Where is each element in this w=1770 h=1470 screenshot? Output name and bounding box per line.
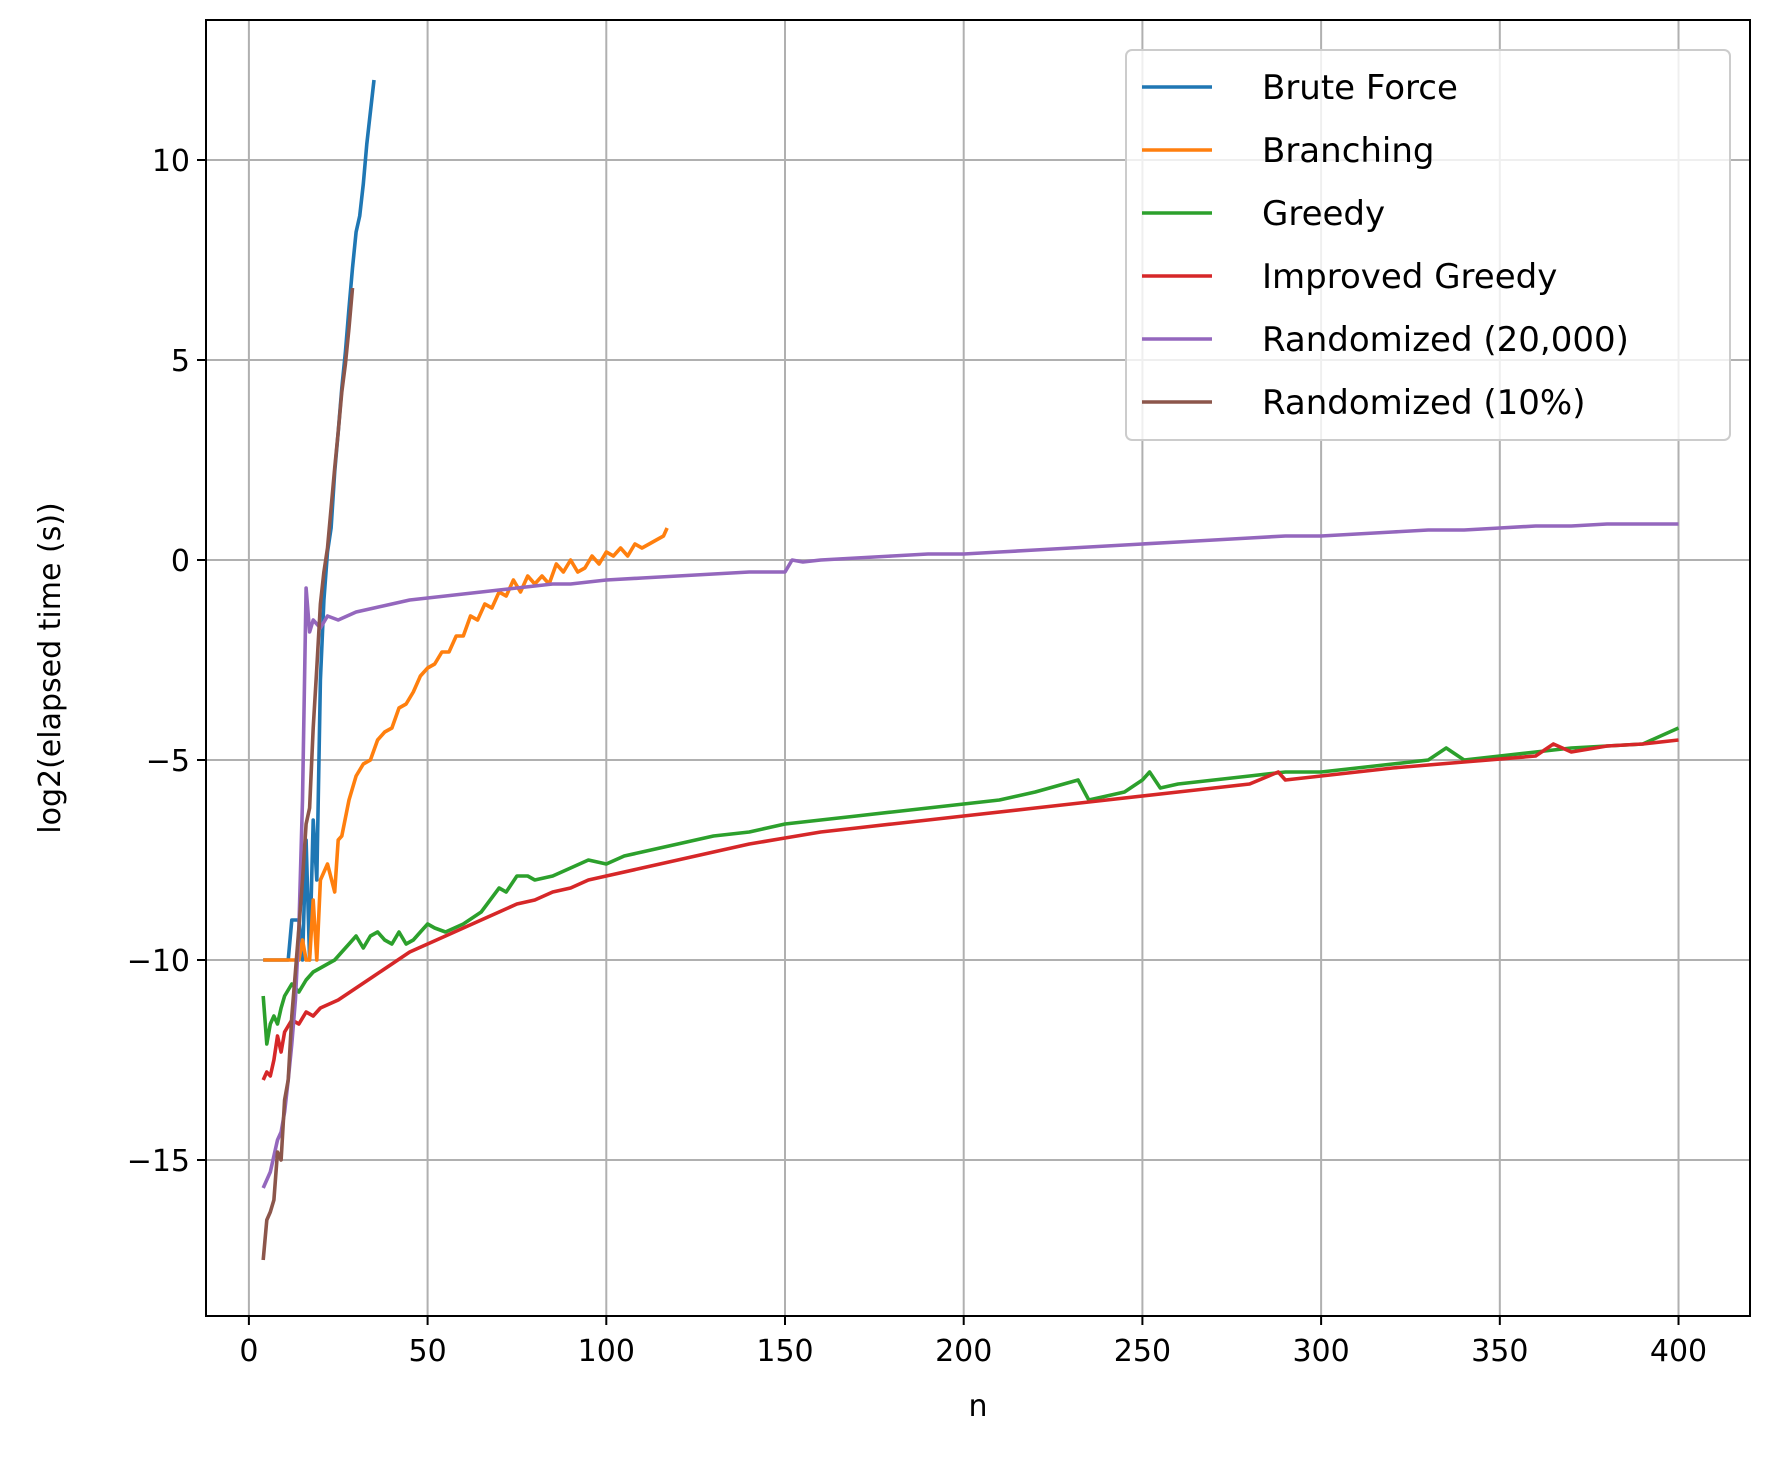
series-line-1: [263, 527, 669, 962]
y-tick-label: −15: [127, 1144, 190, 1179]
legend-label-5: Randomized (10%): [1262, 383, 1585, 423]
series-line-3: [261, 738, 1679, 1081]
y-tick-label: 0: [171, 544, 190, 579]
y-tick-label: 10: [152, 144, 190, 179]
series-line-2: [261, 726, 1680, 1046]
x-tick-label: 50: [408, 1334, 446, 1369]
y-tick-label: −5: [146, 744, 190, 779]
legend: Brute Force Branching Greedy Improved Greed…: [1125, 49, 1731, 441]
x-tick-label: 0: [239, 1334, 258, 1369]
y-axis-label: log2(elapsed time (s)): [33, 502, 68, 833]
x-axis-label: n: [968, 1389, 987, 1424]
y-tick-label: −10: [127, 944, 190, 979]
x-tick-label: 350: [1471, 1334, 1528, 1369]
series-lines: [261, 79, 1680, 1261]
series-line-5: [261, 287, 355, 1261]
legend-label-3: Improved Greedy: [1262, 257, 1557, 297]
x-tick-label: 150: [756, 1334, 813, 1369]
series-line-4: [261, 522, 1679, 1189]
x-tick-label: 200: [935, 1334, 992, 1369]
legend-label-1: Branching: [1262, 131, 1435, 171]
legend-label-0: Brute Force: [1262, 68, 1458, 108]
series-line-0: [263, 79, 376, 962]
plot-frame: [205, 19, 1751, 1317]
x-tick-label: 400: [1650, 1334, 1707, 1369]
legend-box: [1125, 49, 1731, 441]
x-tick-label: 100: [578, 1334, 635, 1369]
legend-label-2: Greedy: [1262, 194, 1385, 234]
legend-label-4: Randomized (20,000): [1262, 320, 1629, 360]
x-tick-label: 250: [1114, 1334, 1171, 1369]
y-tick-label: 5: [171, 344, 190, 379]
x-tick-label: 300: [1292, 1334, 1349, 1369]
